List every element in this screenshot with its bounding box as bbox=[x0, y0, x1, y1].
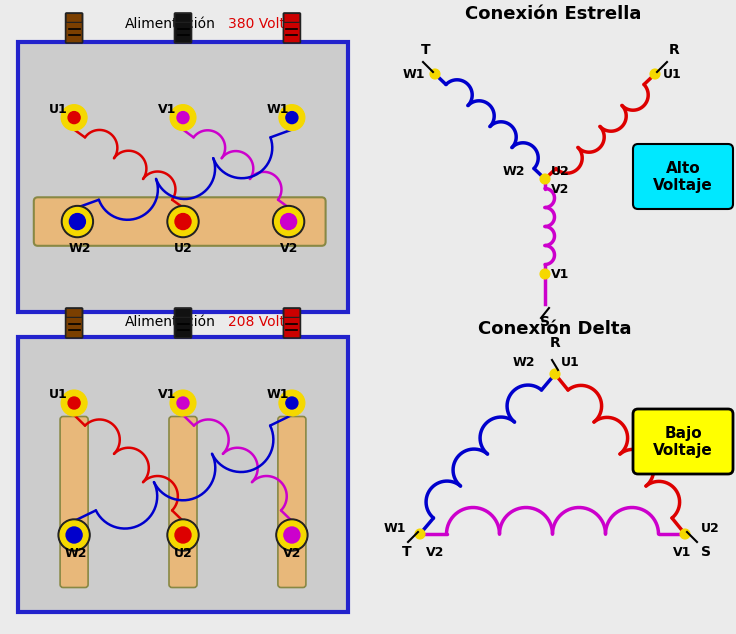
Text: V1: V1 bbox=[551, 268, 570, 281]
Circle shape bbox=[169, 207, 197, 236]
Text: Alto
Voltaje: Alto Voltaje bbox=[653, 161, 713, 193]
Text: Bajo
Voltaje: Bajo Voltaje bbox=[653, 426, 713, 458]
Text: U2: U2 bbox=[551, 165, 570, 178]
FancyBboxPatch shape bbox=[169, 417, 197, 588]
Circle shape bbox=[63, 207, 91, 236]
Text: Conexión Estrella: Conexión Estrella bbox=[465, 5, 641, 23]
FancyBboxPatch shape bbox=[633, 144, 733, 209]
Text: S: S bbox=[701, 545, 711, 559]
Circle shape bbox=[415, 529, 425, 539]
Circle shape bbox=[169, 521, 197, 549]
FancyBboxPatch shape bbox=[66, 13, 82, 22]
Text: V2: V2 bbox=[283, 547, 301, 560]
Text: U1: U1 bbox=[49, 103, 68, 115]
FancyBboxPatch shape bbox=[175, 309, 191, 318]
Circle shape bbox=[69, 214, 85, 230]
Text: V1: V1 bbox=[158, 388, 177, 401]
Circle shape bbox=[540, 269, 550, 279]
Circle shape bbox=[284, 527, 300, 543]
FancyBboxPatch shape bbox=[34, 197, 325, 246]
Text: V1: V1 bbox=[158, 103, 177, 115]
Circle shape bbox=[60, 521, 88, 549]
Text: W2: W2 bbox=[503, 165, 526, 178]
Circle shape bbox=[279, 390, 305, 416]
Circle shape bbox=[167, 205, 199, 238]
Circle shape bbox=[177, 397, 189, 409]
FancyBboxPatch shape bbox=[60, 417, 88, 588]
Text: W1: W1 bbox=[267, 103, 289, 115]
Bar bbox=[18, 337, 348, 612]
Circle shape bbox=[175, 527, 191, 543]
Circle shape bbox=[279, 105, 305, 131]
FancyBboxPatch shape bbox=[284, 13, 300, 22]
Text: Alimentación: Alimentación bbox=[125, 315, 216, 329]
Circle shape bbox=[177, 112, 189, 124]
Text: U1: U1 bbox=[561, 356, 580, 369]
Circle shape bbox=[58, 519, 90, 551]
Circle shape bbox=[550, 369, 560, 379]
Circle shape bbox=[170, 390, 196, 416]
Circle shape bbox=[68, 112, 80, 124]
Text: V2: V2 bbox=[426, 546, 445, 559]
Text: 380 Volts: 380 Volts bbox=[228, 17, 292, 31]
Circle shape bbox=[286, 397, 298, 409]
FancyBboxPatch shape bbox=[633, 409, 733, 474]
Text: V1: V1 bbox=[673, 546, 691, 559]
Text: W2: W2 bbox=[68, 242, 91, 255]
Circle shape bbox=[430, 69, 440, 79]
Circle shape bbox=[66, 527, 82, 543]
Bar bbox=[18, 42, 348, 312]
Text: S: S bbox=[540, 315, 550, 329]
Circle shape bbox=[170, 105, 196, 131]
Circle shape bbox=[167, 519, 199, 551]
Text: Conexión Delta: Conexión Delta bbox=[478, 320, 631, 338]
Text: U2: U2 bbox=[174, 242, 193, 255]
Circle shape bbox=[61, 390, 87, 416]
Circle shape bbox=[286, 112, 298, 124]
Text: V2: V2 bbox=[280, 242, 298, 255]
Circle shape bbox=[272, 205, 305, 238]
Text: U1: U1 bbox=[663, 68, 682, 81]
FancyBboxPatch shape bbox=[284, 309, 300, 318]
Circle shape bbox=[61, 205, 93, 238]
Text: T: T bbox=[421, 43, 431, 57]
Text: W1: W1 bbox=[384, 522, 406, 535]
Circle shape bbox=[276, 519, 308, 551]
Text: W1: W1 bbox=[403, 68, 425, 81]
Circle shape bbox=[540, 174, 550, 184]
Circle shape bbox=[650, 69, 660, 79]
FancyBboxPatch shape bbox=[66, 13, 82, 43]
FancyBboxPatch shape bbox=[174, 13, 191, 43]
Text: T: T bbox=[402, 545, 411, 559]
Text: U2: U2 bbox=[701, 522, 720, 535]
Circle shape bbox=[278, 521, 306, 549]
Text: Alimentación: Alimentación bbox=[125, 17, 216, 31]
Circle shape bbox=[680, 529, 690, 539]
Text: U2: U2 bbox=[174, 547, 193, 560]
FancyBboxPatch shape bbox=[175, 13, 191, 22]
Text: W2: W2 bbox=[513, 356, 536, 369]
FancyBboxPatch shape bbox=[283, 308, 300, 338]
Text: W2: W2 bbox=[65, 547, 88, 560]
Text: R: R bbox=[669, 43, 680, 57]
Circle shape bbox=[68, 397, 80, 409]
Text: 208 Volts: 208 Volts bbox=[228, 315, 292, 329]
Text: R: R bbox=[550, 336, 561, 350]
Text: V2: V2 bbox=[551, 183, 570, 196]
FancyBboxPatch shape bbox=[174, 308, 191, 338]
Circle shape bbox=[280, 214, 297, 230]
FancyBboxPatch shape bbox=[283, 13, 300, 43]
Circle shape bbox=[275, 207, 302, 236]
Text: U1: U1 bbox=[49, 388, 68, 401]
FancyBboxPatch shape bbox=[66, 308, 82, 338]
Circle shape bbox=[175, 214, 191, 230]
FancyBboxPatch shape bbox=[66, 309, 82, 318]
Text: W1: W1 bbox=[267, 388, 289, 401]
FancyBboxPatch shape bbox=[278, 417, 306, 588]
Circle shape bbox=[61, 105, 87, 131]
